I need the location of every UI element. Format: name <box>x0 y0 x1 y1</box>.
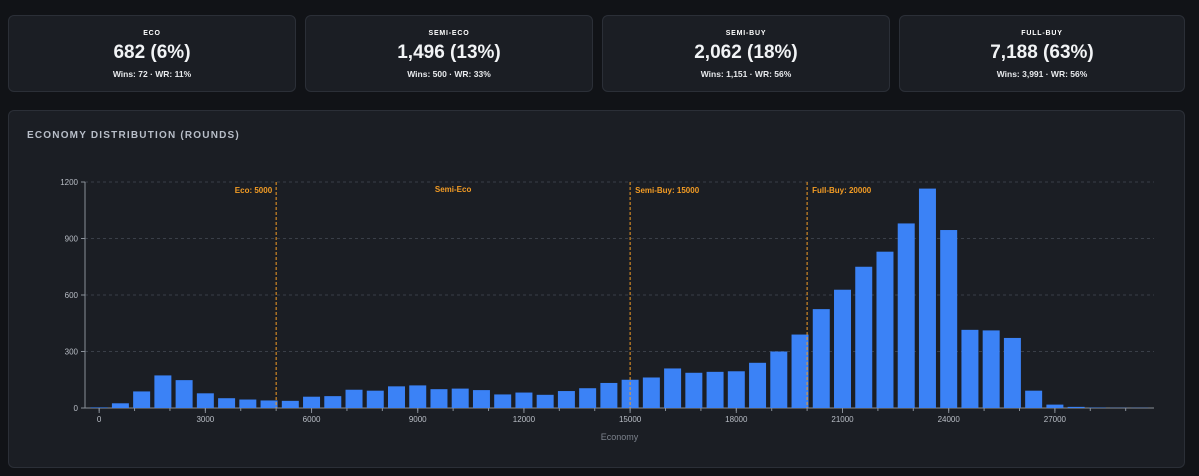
x-tick-label: 18000 <box>725 415 748 424</box>
stat-card-eco: ECO 682 (6%) Wins: 72 · WR: 11% <box>8 15 296 92</box>
histogram-bar <box>1046 404 1064 408</box>
y-tick-label: 0 <box>74 404 79 413</box>
histogram-bar <box>366 390 384 408</box>
stat-card-semi-buy: SEMI-BUY 2,062 (18%) Wins: 1,151 · WR: 5… <box>602 15 890 92</box>
histogram-bar <box>536 394 554 408</box>
stat-sub: Wins: 500 · WR: 33% <box>407 69 491 79</box>
histogram-bar <box>281 400 299 408</box>
y-tick-label: 600 <box>65 291 79 300</box>
x-tick-label: 3000 <box>196 415 214 424</box>
histogram-bar <box>557 391 575 408</box>
panel-title: ECONOMY DISTRIBUTION (ROUNDS) <box>27 130 240 141</box>
histogram-bar <box>239 399 257 408</box>
histogram-bar <box>218 398 236 408</box>
histogram-bar <box>685 372 703 408</box>
histogram-bar <box>812 309 830 408</box>
y-tick-label: 1200 <box>60 178 78 187</box>
economy-distribution-panel: ECONOMY DISTRIBUTION (ROUNDS) 0 300 600 900… <box>8 110 1185 468</box>
histogram-bar <box>324 396 342 408</box>
histogram-bar <box>791 334 809 408</box>
stat-card-semi-eco: SEMI-ECO 1,496 (13%) Wins: 500 · WR: 33% <box>305 15 593 92</box>
histogram-bar <box>982 330 1000 408</box>
histogram-bar <box>940 230 958 408</box>
histogram-bar <box>855 266 873 408</box>
histogram-bar <box>664 368 682 408</box>
reference-label: Semi-Buy: 15000 <box>635 186 700 195</box>
histogram-bar <box>579 388 597 408</box>
x-axis-title: Economy <box>601 432 639 442</box>
stat-card-full-buy: FULL-BUY 7,188 (63%) Wins: 3,991 · WR: 5… <box>899 15 1185 92</box>
histogram-bar <box>770 351 788 408</box>
histogram-bar <box>175 380 193 408</box>
histogram-bar <box>430 389 448 408</box>
histogram-bar <box>451 388 469 408</box>
stat-value: 2,062 (18%) <box>694 42 798 63</box>
x-tick-label: 15000 <box>619 415 642 424</box>
histogram-bar <box>111 403 129 408</box>
reference-label: Full-Buy: 20000 <box>812 186 872 195</box>
stat-value: 1,496 (13%) <box>397 42 501 63</box>
histogram-bar <box>494 394 512 408</box>
x-tick-label: 0 <box>97 415 102 424</box>
histogram-bar <box>133 391 151 408</box>
reference-label: Eco: 5000 <box>235 186 273 195</box>
histogram-bar <box>345 389 363 408</box>
histogram-bar <box>1067 406 1085 408</box>
histogram-bar <box>1003 337 1021 408</box>
y-tick-label: 300 <box>65 348 79 357</box>
x-tick-label: 21000 <box>831 415 854 424</box>
histogram-bar <box>303 396 321 408</box>
stat-label: SEMI-BUY <box>725 30 767 37</box>
histogram-bar <box>918 188 936 408</box>
histogram-bar <box>472 390 490 408</box>
histogram-bar <box>515 392 533 408</box>
histogram-bar <box>727 371 745 408</box>
histogram-bar <box>749 362 767 408</box>
histogram-bar <box>876 251 894 408</box>
region-label: Semi-Eco <box>435 185 472 194</box>
x-tick-label: 24000 <box>938 415 961 424</box>
y-tick-label: 900 <box>65 235 79 244</box>
stat-sub: Wins: 3,991 · WR: 56% <box>996 69 1088 79</box>
histogram-bar <box>1025 390 1043 408</box>
stat-label: SEMI-ECO <box>428 30 470 37</box>
histogram-bar <box>600 382 618 408</box>
stat-label: FULL-BUY <box>1021 30 1063 37</box>
histogram-bar <box>196 393 214 408</box>
histogram-bar <box>897 223 915 408</box>
stat-sub: Wins: 72 · WR: 11% <box>112 69 192 79</box>
histogram-bar <box>388 386 405 408</box>
histogram-bar <box>706 371 724 408</box>
histogram-bar <box>642 377 660 408</box>
histogram-bar <box>961 329 979 408</box>
stat-value: 7,188 (63%) <box>990 42 1094 63</box>
x-tick-label: 9000 <box>409 415 427 424</box>
x-tick-label: 6000 <box>303 415 321 424</box>
x-tick-label: 12000 <box>513 415 536 424</box>
x-tick-label: 27000 <box>1044 415 1067 424</box>
histogram-bar <box>409 385 427 408</box>
stat-label: ECO <box>143 30 161 37</box>
histogram-bar <box>260 400 278 408</box>
histogram-bar <box>90 407 108 408</box>
histogram-bar <box>834 289 851 408</box>
histogram-bar <box>154 375 172 408</box>
stat-value: 682 (6%) <box>113 42 191 63</box>
stat-sub: Wins: 1,151 · WR: 56% <box>700 69 792 79</box>
